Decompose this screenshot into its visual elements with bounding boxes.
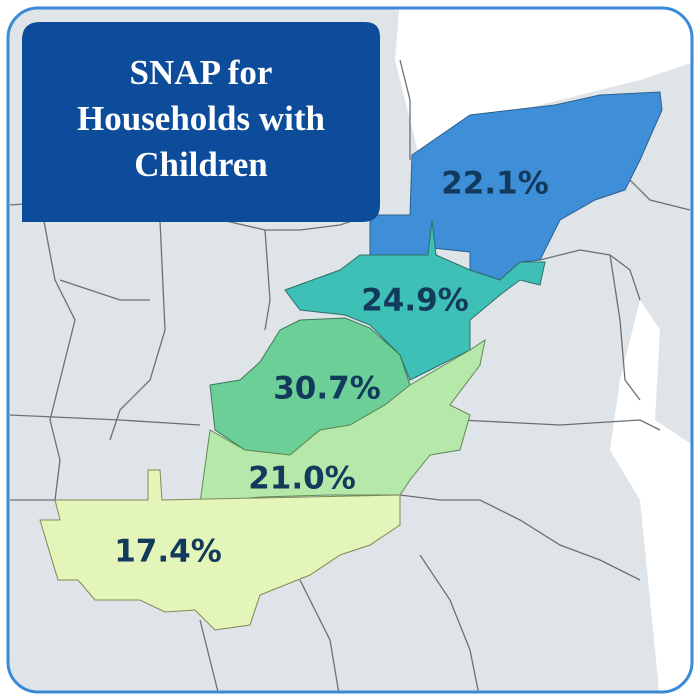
region xyxy=(199,338,486,504)
title-line: Households with xyxy=(77,99,325,138)
ocean xyxy=(610,300,692,692)
region-label: 30.7% xyxy=(273,371,381,407)
region-label: 17.4% xyxy=(114,534,222,570)
title-line: Children xyxy=(134,145,268,184)
title: SNAP for Households with Children xyxy=(77,53,325,184)
region xyxy=(39,469,401,631)
title-box xyxy=(22,22,380,222)
title-line: SNAP for xyxy=(130,53,273,92)
region xyxy=(369,91,663,281)
region-label: 24.9% xyxy=(361,283,469,319)
frame xyxy=(6,6,694,694)
region xyxy=(284,219,546,381)
lake xyxy=(395,8,692,160)
region-label: 22.1% xyxy=(441,166,549,202)
region-labels: 22.1% 24.9% 30.7% 21.0% 17.4% xyxy=(114,166,549,570)
region-label: 21.0% xyxy=(248,461,356,497)
